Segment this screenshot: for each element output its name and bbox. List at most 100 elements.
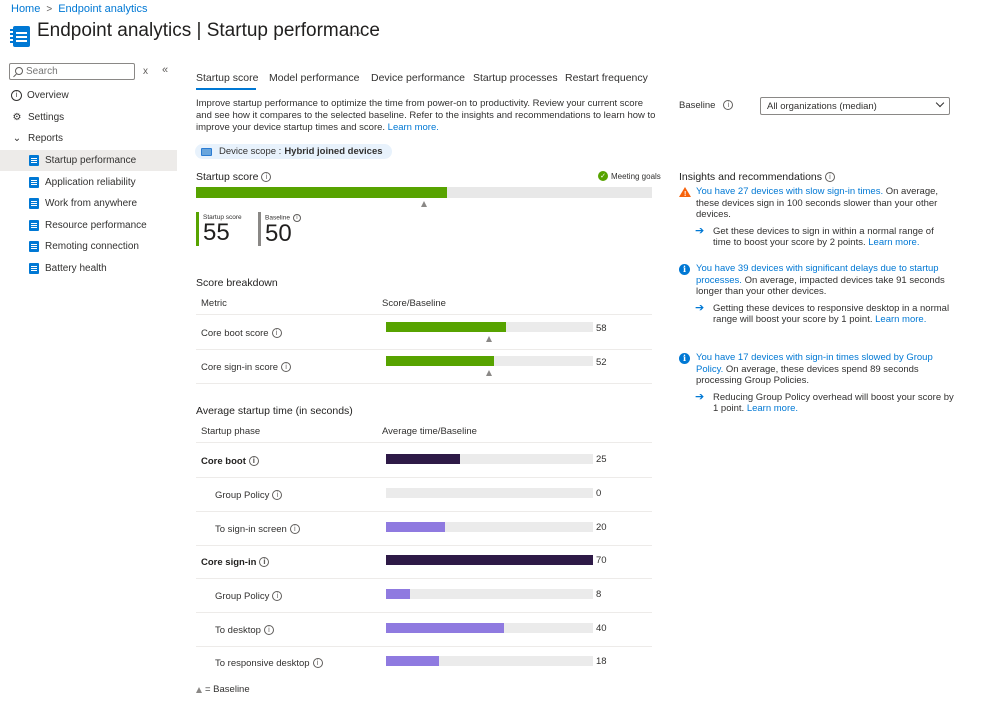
row-label-text: To responsive desktop: [215, 658, 310, 669]
active-tab-indicator: [196, 88, 256, 90]
divider: [196, 612, 652, 613]
sidebar-item-battery-health[interactable]: Battery health: [0, 258, 177, 279]
insight-lead: i You have 17 devices with sign-in times…: [679, 352, 954, 387]
sidebar-item-label: Battery health: [45, 263, 107, 274]
column-header-score-baseline: Score/Baseline: [382, 298, 446, 309]
info-icon[interactable]: i: [272, 490, 283, 501]
page-title-main: Endpoint analytics: [37, 20, 192, 41]
sidebar-item-overview[interactable]: i Overview: [0, 85, 177, 106]
baseline-select-label: Baseline i: [679, 100, 734, 111]
intro-learn-more-link[interactable]: Learn more.: [387, 122, 439, 133]
collapse-sidebar-button[interactable]: «: [162, 64, 169, 76]
insight-text: On average, these devices spend 89 secon…: [696, 363, 919, 387]
report-page-icon: [29, 155, 39, 166]
info-icon[interactable]: i: [825, 172, 835, 183]
search-input[interactable]: [26, 65, 130, 78]
info-icon[interactable]: i: [312, 658, 323, 669]
sidebar-search[interactable]: [9, 63, 135, 80]
info-icon[interactable]: i: [263, 625, 274, 636]
insight-link[interactable]: You have 39 devices with significant del…: [696, 263, 939, 286]
sidebar-item-resource-performance[interactable]: Resource performance: [0, 215, 177, 236]
score-value: 58: [596, 323, 607, 334]
gear-icon: ⚙: [12, 112, 22, 123]
info-icon[interactable]: i: [281, 362, 292, 373]
page-title-sub: Startup performance: [206, 20, 380, 41]
time-value: 20: [596, 522, 607, 533]
sidebar-item-work-from-anywhere[interactable]: Work from anywhere: [0, 193, 177, 214]
time-value: 0: [596, 488, 602, 499]
sidebar-item-settings[interactable]: ⚙ Settings: [0, 107, 177, 128]
tab-restart-frequency[interactable]: Restart frequency: [565, 72, 648, 84]
tab-startup-processes[interactable]: Startup processes: [473, 72, 558, 84]
sidebar-item-reports[interactable]: ⌄ Reports: [0, 128, 177, 149]
info-icon[interactable]: i: [248, 456, 259, 467]
recommendation: ➔ Reducing Group Policy overhead will bo…: [679, 390, 954, 415]
insight-item: ! You have 27 devices with slow sign-in …: [679, 186, 954, 249]
kpi-label: Baseline i: [265, 214, 301, 222]
kpi-label-text: Baseline: [265, 214, 290, 222]
search-icon: [15, 67, 23, 75]
recommendation-learn-more-link[interactable]: Learn more.: [746, 403, 799, 414]
tab-startup-score[interactable]: Startup score: [196, 72, 259, 84]
info-icon[interactable]: i: [259, 557, 270, 568]
time-value: 8: [596, 589, 602, 600]
scope-value: Hybrid joined devices: [284, 146, 383, 157]
time-value: 18: [596, 656, 607, 667]
info-icon[interactable]: i: [723, 100, 734, 111]
baseline-dropdown[interactable]: All organizations (median): [760, 97, 950, 115]
insight-text: On average, these devices sign in 100 se…: [696, 186, 939, 220]
row-label-text: Core sign-in score: [201, 362, 279, 373]
recommendation-learn-more-link[interactable]: Learn more.: [875, 314, 927, 325]
report-page-icon: [29, 220, 39, 231]
clear-search-button[interactable]: x: [143, 66, 148, 77]
sidebar-item-label: Overview: [27, 90, 69, 101]
insight-lead: ! You have 27 devices with slow sign-in …: [679, 186, 954, 221]
insight-item: i You have 39 devices with significant d…: [679, 263, 954, 326]
breadcrumb-home-link[interactable]: Home: [11, 3, 41, 15]
more-options-button[interactable]: ···: [348, 24, 362, 40]
score-bar-fill: [386, 322, 507, 332]
info-icon[interactable]: i: [261, 172, 272, 183]
info-icon[interactable]: i: [292, 214, 301, 222]
divider: [196, 578, 652, 579]
time-bar-fill: [386, 623, 505, 633]
table-row-label: Group Policy i: [215, 490, 283, 501]
table-row-label: Core sign-in score i: [201, 362, 292, 373]
sidebar-item-remoting-connection[interactable]: Remoting connection: [0, 236, 177, 257]
sidebar-item-application-reliability[interactable]: Application reliability: [0, 172, 177, 193]
baseline-marker-icon: [486, 370, 492, 376]
sidebar-item-label: Settings: [28, 112, 65, 123]
column-header-average-time: Average time/Baseline: [382, 426, 477, 437]
divider: [196, 314, 652, 315]
sidebar-item-startup-performance[interactable]: Startup performance: [0, 150, 177, 171]
time-bar-fill: [386, 656, 440, 666]
column-header-metric: Metric: [201, 298, 227, 309]
scope-label: Device scope :: [219, 146, 282, 157]
divider: [196, 545, 652, 546]
chevron-down-icon: [935, 98, 945, 108]
info-icon[interactable]: i: [289, 524, 300, 535]
device-scope-pill[interactable]: Device scope : Hybrid joined devices: [195, 144, 392, 159]
score-bar-fill: [386, 356, 494, 366]
info-circle-icon: i: [11, 90, 22, 101]
recommendation-learn-more-link[interactable]: Learn more.: [868, 237, 920, 248]
info-icon: i: [679, 353, 690, 364]
arrow-right-icon: ➔: [695, 223, 705, 237]
baseline-marker-icon: [486, 336, 492, 342]
info-icon[interactable]: i: [271, 328, 282, 339]
baseline-label-text: Baseline: [679, 100, 716, 111]
warning-icon: !: [679, 187, 691, 198]
baseline-kpi: Baseline i 50: [258, 212, 301, 246]
time-bar-fill: [386, 555, 593, 565]
insight-link[interactable]: You have 27 devices with slow sign-in ti…: [696, 186, 884, 197]
time-bar-fill: [386, 454, 460, 464]
time-bar-fill: [386, 589, 410, 599]
insight-lead: i You have 39 devices with significant d…: [679, 263, 954, 298]
table-row-label: Group Policy i: [215, 591, 283, 602]
tab-device-performance[interactable]: Device performance: [371, 72, 465, 84]
info-icon[interactable]: i: [272, 591, 283, 602]
breadcrumb-current-link[interactable]: Endpoint analytics: [58, 3, 148, 15]
insight-link[interactable]: You have 17 devices with sign-in times s…: [696, 352, 933, 375]
notebook-icon: [10, 26, 30, 47]
tab-model-performance[interactable]: Model performance: [269, 72, 360, 84]
